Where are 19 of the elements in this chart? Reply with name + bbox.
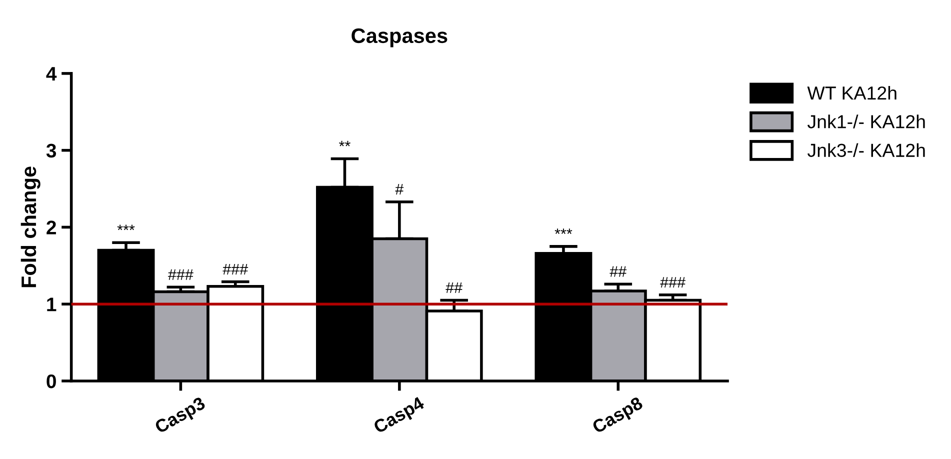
y-axis-title: Fold change [20, 166, 40, 288]
data-label: # [395, 184, 404, 194]
data-label: ## [446, 282, 463, 293]
legend-label: WT KA12h [807, 86, 896, 100]
data-label: ### [168, 269, 194, 280]
legend-label: Jnk3-/- KA12h [807, 143, 925, 158]
chart-title: Caspases [352, 28, 448, 48]
y-tick-label: 2 [46, 220, 56, 234]
legend-label: Jnk1-/- KA12h [807, 114, 925, 128]
data-label: ### [660, 277, 686, 288]
y-tick-label: 1 [47, 298, 56, 312]
data-label: *** [554, 228, 572, 234]
y-tick-label: 4 [46, 67, 57, 80]
y-tick-label: 0 [46, 374, 56, 388]
y-tick-label: 3 [46, 144, 56, 158]
data-label: *** [117, 224, 135, 230]
data-label: ### [222, 264, 248, 274]
data-label: ## [610, 266, 627, 277]
data-label: ** [339, 140, 350, 146]
